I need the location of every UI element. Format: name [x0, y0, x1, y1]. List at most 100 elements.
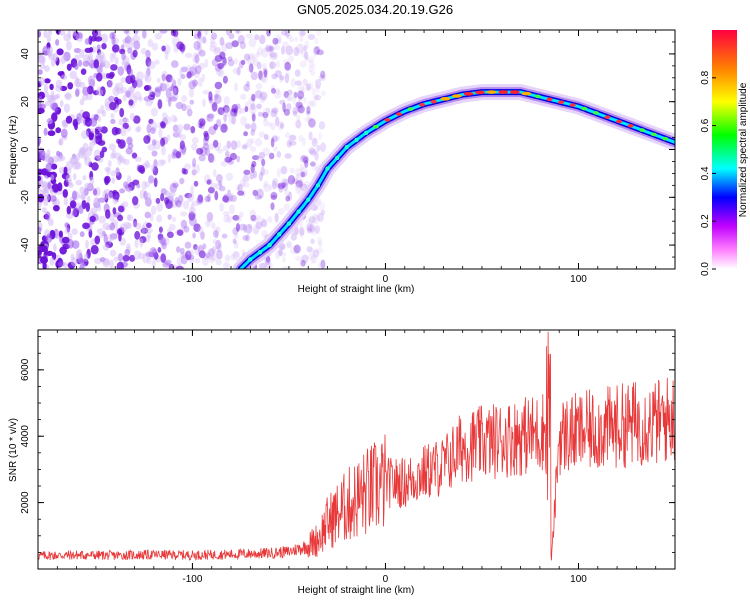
noise-blob — [115, 167, 120, 176]
noise-blob — [142, 253, 149, 264]
noise-blob — [117, 214, 124, 222]
noise-blob — [122, 40, 127, 48]
noise-blob — [138, 252, 146, 260]
noise-blob — [94, 36, 103, 42]
noise-blob — [38, 150, 43, 160]
noise-blob — [295, 173, 300, 182]
noise-blob — [94, 155, 101, 161]
noise-blob — [215, 226, 221, 234]
noise-blob — [210, 182, 217, 189]
noise-blob — [263, 117, 269, 127]
noise-blob — [243, 53, 251, 61]
ridge-peak-blob — [546, 97, 553, 102]
noise-blob — [180, 254, 188, 265]
noise-blob — [255, 82, 263, 90]
noise-blob — [284, 61, 292, 71]
noise-blob — [298, 178, 304, 189]
noise-blob — [252, 170, 257, 179]
noise-blob — [311, 254, 316, 264]
noise-blob — [118, 118, 124, 126]
noise-blob — [300, 155, 309, 161]
noise-blob — [245, 234, 251, 242]
noise-blob — [299, 163, 304, 172]
noise-blob — [304, 54, 309, 63]
noise-blob — [285, 195, 291, 202]
noise-blob — [183, 225, 190, 233]
noise-blob — [189, 192, 195, 202]
noise-blob — [280, 177, 288, 187]
noise-blob — [301, 254, 309, 264]
noise-blob — [269, 61, 274, 70]
noise-blob — [38, 188, 43, 194]
ridge-blob — [315, 183, 321, 188]
noise-blob — [175, 151, 182, 159]
noise-blob — [132, 221, 138, 228]
noise-blob — [59, 100, 64, 108]
noise-blob — [98, 51, 105, 59]
y-tick-label: -40 — [20, 237, 31, 252]
noise-blob — [314, 215, 321, 222]
y-tick-label: -20 — [20, 190, 31, 205]
noise-blob — [198, 118, 206, 127]
noise-blob — [251, 160, 257, 168]
noise-blob — [306, 227, 312, 234]
noise-blob — [78, 113, 83, 124]
noise-blob — [89, 141, 94, 152]
noise-blob — [121, 52, 126, 61]
noise-blob — [153, 251, 159, 260]
noise-blob — [222, 56, 227, 66]
noise-blob — [239, 179, 246, 187]
noise-blob — [207, 193, 211, 203]
noise-blob — [260, 217, 266, 224]
noise-blob — [276, 151, 282, 158]
noise-blob — [179, 140, 185, 150]
noise-blob — [241, 144, 248, 150]
snr-line — [38, 331, 675, 561]
noise-blob — [120, 77, 127, 83]
noise-blob — [146, 123, 152, 134]
noise-blob — [69, 156, 78, 165]
noise-blob — [261, 48, 269, 58]
noise-blob — [270, 191, 277, 201]
spectrogram-panel: -100 0 100 -40 -20 0 20 40 Height of straight l… — [8, 29, 676, 295]
noise-blob — [211, 247, 220, 253]
noise-blob — [250, 137, 255, 144]
noise-blob — [145, 49, 151, 60]
noise-blob — [225, 150, 230, 158]
noise-blob — [38, 96, 43, 104]
noise-blob — [255, 51, 260, 58]
noise-blob — [249, 209, 257, 219]
noise-blob — [269, 54, 278, 61]
noise-blob — [109, 101, 117, 111]
noise-blob — [250, 71, 258, 81]
noise-blob — [318, 121, 326, 130]
noise-blob — [320, 90, 327, 97]
noise-blob — [198, 49, 206, 57]
noise-blob — [202, 256, 209, 266]
noise-blob — [312, 214, 320, 225]
noise-blob — [90, 128, 96, 134]
noise-blob — [317, 212, 324, 222]
noise-blob — [57, 182, 63, 192]
noise-blob — [206, 179, 212, 185]
noise-blob — [109, 222, 116, 231]
noise-blob — [82, 60, 90, 67]
noise-blob — [191, 162, 196, 170]
noise-blob — [88, 47, 94, 53]
noise-blob — [308, 216, 316, 224]
noise-blob — [148, 89, 153, 95]
noise-blob — [47, 182, 52, 190]
noise-blob — [221, 42, 228, 52]
noise-blob — [97, 48, 101, 56]
noise-blob — [197, 77, 203, 87]
noise-blob — [308, 118, 316, 128]
noise-blob — [62, 189, 68, 198]
noise-blob — [297, 43, 305, 54]
noise-blob — [299, 155, 308, 163]
noise-blob — [165, 88, 172, 99]
noise-blob — [144, 181, 151, 188]
noise-blob — [191, 200, 200, 207]
noise-blob — [271, 106, 279, 115]
y-tick-label: 4000 — [20, 425, 31, 448]
noise-blob — [238, 60, 244, 69]
